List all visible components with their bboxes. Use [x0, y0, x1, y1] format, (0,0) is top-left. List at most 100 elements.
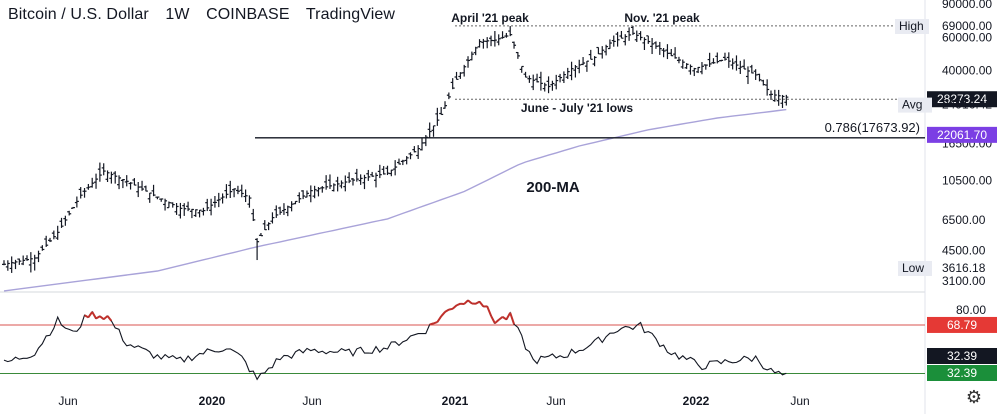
moving-average-layer	[3, 108, 787, 292]
ohlc-bar	[653, 41, 658, 49]
ohlc-bar	[25, 255, 30, 261]
ohlc-bar	[205, 198, 210, 212]
low-label: Low	[898, 261, 932, 276]
ohlc-bar	[496, 34, 501, 46]
ohlc-bar	[228, 180, 233, 198]
ohlc-bar	[251, 208, 256, 222]
exchange-label: COINBASE	[206, 6, 290, 23]
ohlc-bar	[400, 159, 405, 166]
ohlc-bar	[51, 230, 56, 240]
lows-annotation: June - July '21 lows	[521, 101, 634, 115]
ohlc-bar	[40, 245, 45, 251]
avg-value: 24916.42	[942, 98, 992, 112]
ohlc-bar	[90, 177, 95, 188]
ohlc-bar	[439, 107, 444, 116]
ohlc-bar	[21, 255, 26, 266]
ohlc-bar	[538, 71, 543, 91]
interval-label[interactable]: 1W	[165, 6, 190, 23]
rsi-last-badge-value: 32.39	[947, 349, 977, 363]
x-tick-label: 2020	[199, 394, 226, 408]
ohlc-bar	[600, 46, 605, 59]
ohlc-bar	[86, 183, 91, 190]
ohlc-bar	[469, 51, 474, 61]
ohlc-bar	[688, 64, 693, 75]
ohlc-bar	[258, 233, 263, 237]
rsi-overbought-segment	[467, 299, 473, 305]
ohlc-bar	[304, 190, 309, 198]
rsi-pane[interactable]	[0, 299, 925, 381]
ohlc-bar	[343, 175, 348, 192]
rsi-overbought-segment	[429, 322, 434, 326]
ohlc-bar	[247, 195, 252, 208]
ohlc-bar	[147, 192, 152, 203]
last-price-badge-bg	[927, 91, 997, 108]
ohlc-bar	[427, 122, 432, 139]
avg-label-bg	[898, 97, 932, 113]
rsi-upper-badge-bg	[927, 316, 997, 333]
avg-label-text: Avg	[902, 98, 922, 112]
gear-icon[interactable]: ⚙	[965, 387, 982, 407]
ohlc-bar	[209, 198, 214, 216]
y-tick-label: 60000.00	[942, 30, 992, 44]
rsi-overbought-segment	[494, 319, 500, 325]
ohlc-bar	[630, 25, 635, 36]
low-label-bg	[898, 261, 932, 276]
ohlc-bar	[531, 74, 536, 91]
ohlc-bar	[324, 175, 329, 190]
ohlc-bar	[186, 201, 191, 212]
ohlc-bar	[546, 76, 551, 94]
ohlc-bar	[577, 59, 582, 74]
y-tick-label: 10500.00	[942, 174, 992, 188]
ohlc-bar	[239, 184, 244, 198]
ohlc-bar	[136, 181, 141, 198]
symbol-name[interactable]: Bitcoin / U.S. Dollar	[8, 6, 149, 23]
ohlc-bar	[772, 89, 777, 102]
ohlc-bar	[389, 169, 394, 177]
y-tick-label: 90000.00	[942, 0, 992, 11]
ohlc-bar	[347, 172, 352, 184]
ohlc-bar	[128, 182, 133, 190]
ohlc-bar	[140, 180, 145, 191]
rsi-overbought-segment	[84, 314, 89, 319]
ohlc-bar	[623, 34, 628, 46]
ohlc-bar	[485, 37, 490, 49]
x-tick-label: Jun	[302, 394, 321, 408]
ohlc-bar	[255, 238, 260, 261]
x-tick-label: Jun	[546, 394, 565, 408]
ohlc-bar	[734, 55, 739, 71]
ohlc-bar	[270, 212, 275, 224]
ohlc-bar	[696, 66, 701, 74]
rsi-overbought-segment	[106, 315, 113, 322]
ohlc-bar	[780, 94, 785, 108]
ohlc-bar	[784, 94, 789, 106]
ohlc-bar	[235, 185, 240, 195]
ohlc-bar	[715, 52, 720, 64]
ohlc-bar	[59, 217, 64, 228]
ohlc-bar	[331, 183, 336, 192]
rsi-overbought-segment	[87, 311, 94, 318]
ohlc-bar	[416, 145, 421, 159]
ohlc-bar	[722, 52, 727, 61]
y-tick-label: 6500.00	[942, 213, 986, 227]
ohlc-bar	[450, 78, 455, 90]
brand-label: TradingView	[305, 6, 396, 23]
ohlc-bar	[703, 64, 708, 70]
ohlc-bar	[558, 73, 563, 83]
ohlc-bar	[48, 237, 53, 243]
ohlc-bar	[638, 31, 643, 41]
ohlc-bar	[13, 259, 18, 270]
x-tick-label: Jun	[790, 394, 809, 408]
ohlc-bar	[132, 178, 137, 186]
ohlc-bar	[749, 64, 754, 74]
ohlc-bar	[443, 101, 448, 109]
ohlc-bar	[523, 71, 528, 78]
ohlc-bar	[408, 152, 413, 160]
rsi-overbought-segment	[95, 315, 101, 320]
rsi-line	[3, 299, 787, 381]
ohlc-bar	[588, 49, 593, 60]
ohlc-bar	[504, 32, 509, 38]
ohlc-bar	[397, 158, 401, 165]
rsi-overbought-segment	[478, 301, 485, 308]
ohlc-bar	[113, 171, 118, 184]
